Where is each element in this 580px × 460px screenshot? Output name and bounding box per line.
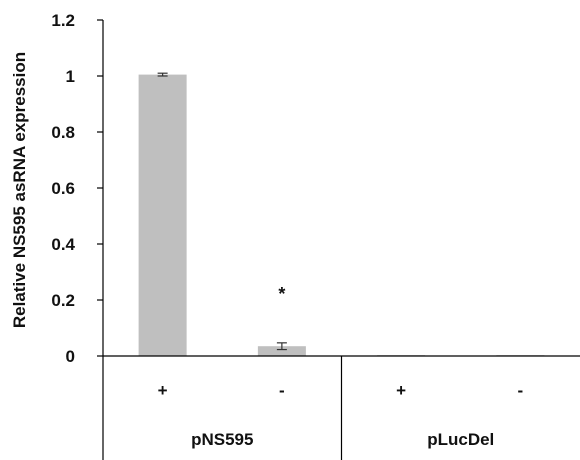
y-axis-title: Relative NS595 asRNA expression — [10, 52, 29, 328]
x-axis: + - + - pNS595 pLucDel — [102, 355, 580, 460]
x-category-label: + — [396, 381, 406, 400]
x-category-label: - — [279, 381, 285, 400]
y-tick-label: 1 — [66, 67, 75, 86]
y-tick-label: 0.4 — [51, 235, 75, 254]
x-category-label: + — [158, 381, 168, 400]
group-label: pLucDel — [427, 430, 494, 449]
bar — [138, 74, 187, 356]
x-category-label: - — [518, 381, 524, 400]
y-axis: 0 0.2 0.4 0.6 0.8 1 1.2 — [51, 11, 104, 366]
y-tick-label: 0 — [66, 347, 75, 366]
y-tick-label: 0.8 — [51, 123, 75, 142]
y-tick-label: 1.2 — [51, 11, 75, 30]
y-tick-label: 0.6 — [51, 179, 75, 198]
bar — [257, 346, 306, 356]
y-tick-label: 0.2 — [51, 291, 75, 310]
significance-marker: * — [278, 284, 285, 304]
group-label: pNS595 — [191, 430, 253, 449]
bars: * — [138, 72, 545, 356]
